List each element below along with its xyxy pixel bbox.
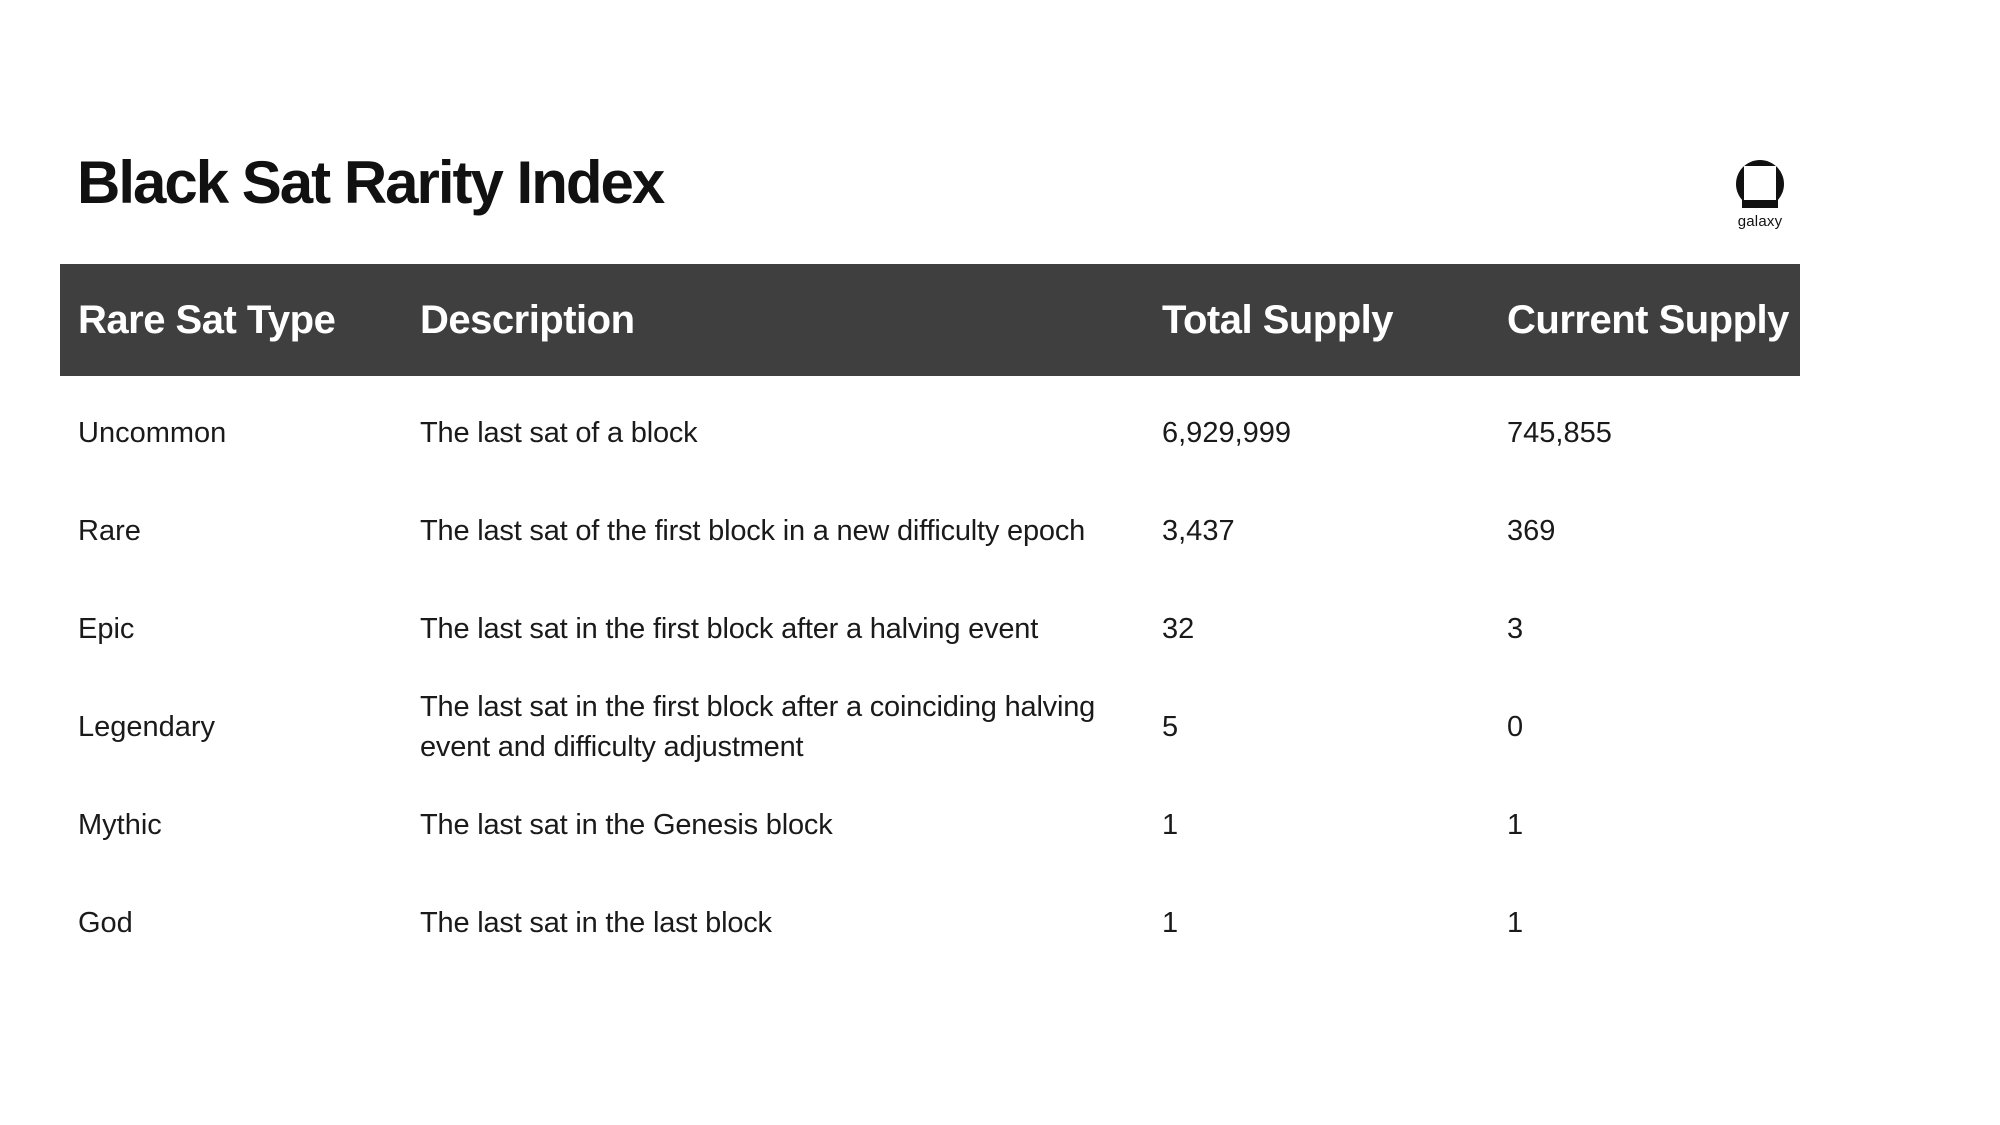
table-row: Uncommon The last sat of a block 6,929,9… [60, 384, 1800, 482]
rare-sat-type-cell: Uncommon [78, 416, 227, 449]
rare-sat-type-cell: Legendary [78, 710, 216, 743]
rare-sat-type-cell: Epic [78, 612, 135, 645]
galaxy-logo: galaxy [1728, 160, 1792, 230]
description-cell: The last sat of the first block in a new… [420, 514, 1086, 547]
rare-sat-type-cell: God [78, 906, 133, 939]
galaxy-wordmark: galaxy [1737, 213, 1783, 230]
description-cell: The last sat in the first block after a … [420, 690, 1096, 763]
total-supply-cell: 1 [1162, 808, 1179, 841]
description-cell: The last sat in the first block after a … [420, 612, 1039, 645]
rare-sat-type-cell: Mythic [78, 808, 162, 841]
current-supply-cell: 1 [1507, 906, 1524, 939]
logo-square-cutout [1744, 166, 1776, 200]
column-header-rare-sat-type: Rare Sat Type [78, 297, 336, 342]
table-row: Epic The last sat in the first block aft… [60, 580, 1800, 678]
total-supply-cell: 1 [1162, 906, 1179, 939]
table-row: Mythic The last sat in the Genesis block… [60, 776, 1800, 874]
total-supply-cell: 6,929,999 [1162, 416, 1292, 449]
current-supply-cell: 1 [1507, 808, 1524, 841]
total-supply-cell: 3,437 [1162, 514, 1235, 547]
table-header-row: Rare Sat Type Description Total Supply C… [60, 264, 1800, 376]
column-header-description: Description [420, 297, 635, 342]
page-title: Black Sat Rarity Index [77, 149, 665, 216]
column-header-current-supply: Current Supply [1507, 297, 1789, 342]
total-supply-cell: 32 [1162, 612, 1195, 645]
column-header-total-supply: Total Supply [1162, 297, 1394, 342]
table-row: Legendary The last sat in the first bloc… [60, 678, 1800, 776]
rare-sat-type-cell: Rare [78, 514, 141, 547]
rarity-table: Rare Sat Type Description Total Supply C… [60, 264, 1800, 972]
current-supply-cell: 369 [1507, 514, 1556, 547]
logo-visor-bar [1742, 200, 1778, 208]
description-cell: The last sat in the last block [420, 906, 772, 939]
current-supply-cell: 3 [1507, 612, 1524, 645]
description-cell: The last sat of a block [420, 416, 698, 449]
current-supply-cell: 745,855 [1507, 416, 1612, 449]
total-supply-cell: 5 [1162, 710, 1179, 743]
galaxy-helmet-icon [1736, 160, 1784, 208]
current-supply-cell: 0 [1507, 710, 1524, 743]
table-body: Uncommon The last sat of a block 6,929,9… [60, 376, 1800, 972]
description-cell: The last sat in the Genesis block [420, 808, 833, 841]
table-row: God The last sat in the last block 1 1 [60, 874, 1800, 972]
table-row: Rare The last sat of the first block in … [60, 482, 1800, 580]
